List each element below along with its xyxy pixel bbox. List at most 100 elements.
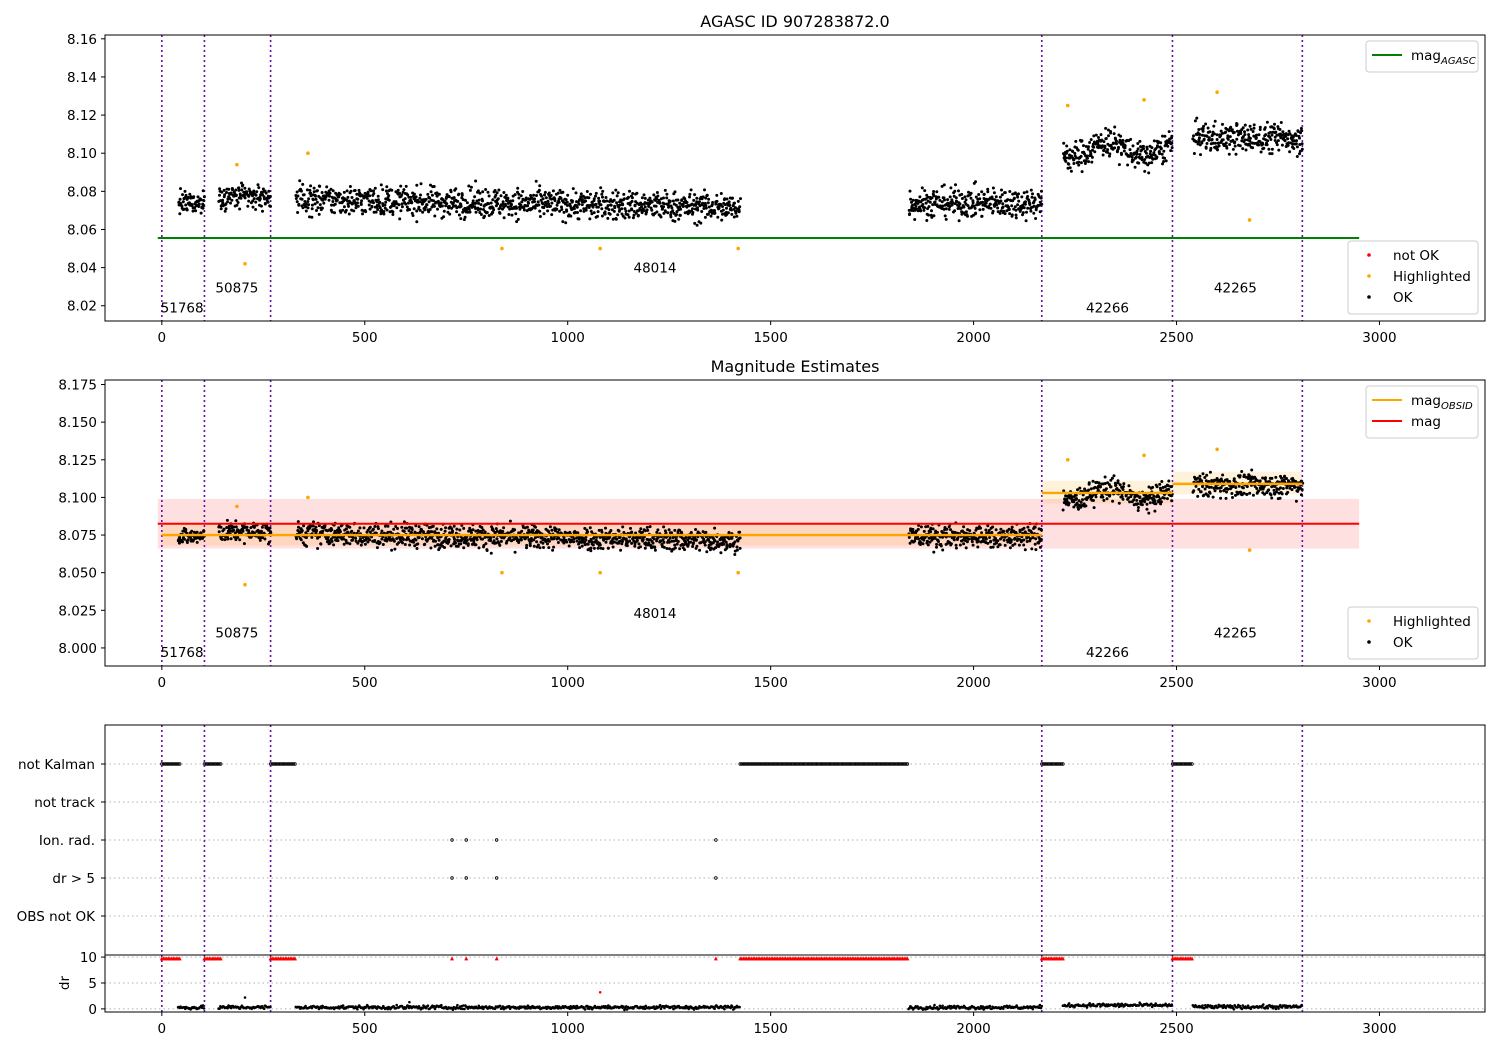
agasc-ok-point bbox=[561, 220, 565, 224]
flags-point bbox=[759, 762, 763, 766]
flags-point bbox=[772, 762, 776, 766]
flags-point bbox=[779, 762, 783, 766]
magnitude-ytick-label: 8.125 bbox=[58, 453, 97, 469]
flags-point bbox=[494, 838, 499, 842]
magnitude-ok-point bbox=[1263, 492, 1266, 496]
agasc-ok-point bbox=[1026, 195, 1030, 198]
agasc-ok-point bbox=[1300, 147, 1304, 151]
agasc-ok-point bbox=[1292, 147, 1296, 150]
dr-clipped-marker bbox=[1190, 956, 1194, 961]
flags-point bbox=[766, 762, 770, 766]
agasc-highlighted-point bbox=[1142, 98, 1146, 102]
agasc-ok-point bbox=[605, 199, 609, 203]
magnitude-ok-point bbox=[984, 528, 988, 532]
magnitude-ok-point bbox=[222, 527, 226, 531]
magnitude-ok-point bbox=[412, 540, 416, 544]
agasc-ok-point bbox=[247, 194, 251, 198]
agasc-ok-point bbox=[524, 196, 528, 200]
agasc-ok-point bbox=[1161, 162, 1164, 166]
dr-xtick-label: 1500 bbox=[753, 1021, 787, 1037]
agasc-ok-point bbox=[218, 193, 221, 197]
agasc-ok-point bbox=[504, 193, 508, 197]
magnitude-ok-point bbox=[673, 543, 677, 547]
agasc-ok-point bbox=[571, 187, 575, 191]
magnitude-ok-point bbox=[314, 525, 318, 529]
agasc-ok-point bbox=[1298, 152, 1301, 156]
agasc-ok-point bbox=[1016, 203, 1020, 207]
magnitude-ok-point bbox=[589, 537, 593, 541]
agasc-ok-point bbox=[570, 200, 574, 204]
agasc-ok-point bbox=[527, 201, 530, 205]
magnitude-ytick-label: 8.075 bbox=[58, 528, 97, 544]
magnitude-ok-point bbox=[953, 530, 957, 534]
agasc-ok-point bbox=[614, 217, 618, 221]
magnitude-xtick-label: 500 bbox=[352, 675, 378, 691]
agasc-ok-point bbox=[1219, 134, 1223, 137]
agasc-ok-point bbox=[683, 197, 687, 201]
magnitude-ok-point bbox=[962, 525, 966, 529]
magnitude-ok-point bbox=[728, 545, 732, 549]
agasc-ok-point bbox=[199, 211, 203, 215]
agasc-ok-point bbox=[526, 204, 530, 208]
magnitude-ok-point bbox=[935, 530, 939, 534]
agasc-ok-point bbox=[1247, 133, 1251, 137]
agasc-ok-point bbox=[628, 203, 632, 207]
agasc-ok-point bbox=[1117, 163, 1121, 167]
magnitude-ok-point bbox=[1208, 491, 1212, 495]
magnitude-ok-point bbox=[188, 535, 192, 539]
agasc-ok-point bbox=[497, 188, 501, 192]
agasc-ok-point bbox=[1193, 119, 1197, 123]
magnitude-ok-point bbox=[548, 525, 552, 529]
agasc-ok-point bbox=[516, 186, 520, 190]
magnitude-ok-point bbox=[1075, 502, 1079, 506]
agasc-ok-point bbox=[254, 208, 258, 211]
agasc-axes-frame bbox=[104, 34, 1486, 322]
magnitude-ok-point bbox=[1230, 492, 1234, 495]
agasc-ok-point bbox=[201, 206, 205, 210]
agasc-ok-point bbox=[1138, 139, 1142, 143]
flags-point bbox=[852, 762, 856, 766]
agasc-ok-point bbox=[1287, 141, 1291, 145]
agasc-ok-point bbox=[202, 203, 205, 207]
magnitude-ok-point bbox=[400, 525, 404, 529]
magnitude-ok-point bbox=[316, 547, 320, 550]
magnitude-ok-point bbox=[1167, 487, 1171, 491]
flags-point bbox=[464, 876, 468, 880]
magnitude-ok-point bbox=[968, 529, 972, 533]
agasc-ok-point bbox=[364, 210, 368, 214]
magnitude-ok-point bbox=[499, 539, 503, 543]
magnitude-ok-point bbox=[236, 535, 240, 539]
magnitude-ok-point bbox=[635, 538, 639, 542]
agasc-ok-point bbox=[435, 194, 439, 198]
agasc-ok-point bbox=[423, 208, 427, 212]
magnitude-ok-point bbox=[1134, 494, 1137, 498]
magnitude-ok-point bbox=[1077, 499, 1081, 503]
magnitude-ok-point bbox=[1293, 485, 1297, 489]
dr-ytick-label: 0 bbox=[88, 1002, 97, 1018]
agasc-ok-point bbox=[695, 200, 699, 204]
agasc-ok-point bbox=[1219, 129, 1223, 133]
agasc-ok-point bbox=[501, 200, 505, 204]
magnitude-ok-point bbox=[572, 540, 576, 544]
magnitude-ok-point bbox=[594, 539, 598, 542]
magnitude-ok-point bbox=[464, 541, 468, 545]
agasc-ok-point bbox=[607, 208, 611, 212]
agasc-ok-point bbox=[361, 212, 364, 216]
agasc-ok-point bbox=[372, 201, 375, 205]
flags-point bbox=[874, 762, 879, 766]
agasc-ok-point bbox=[1072, 157, 1076, 161]
agasc-ok-point bbox=[1267, 147, 1271, 151]
agasc-ok-point bbox=[252, 197, 256, 201]
magnitude-ytick-label: 8.000 bbox=[58, 641, 97, 657]
agasc-ok-point bbox=[1295, 139, 1298, 143]
flags-point bbox=[844, 762, 848, 766]
flags-point bbox=[217, 762, 221, 766]
agasc-ok-point bbox=[1104, 137, 1108, 140]
agasc-highlighted-point bbox=[1247, 218, 1252, 222]
flags-point bbox=[1041, 762, 1046, 766]
agasc-ok-point bbox=[930, 196, 934, 200]
agasc-ok-point bbox=[1248, 124, 1252, 128]
magnitude-ok-point bbox=[227, 524, 231, 528]
magnitude-xtick-label: 3000 bbox=[1362, 675, 1396, 691]
magnitude-ok-point bbox=[482, 543, 486, 547]
